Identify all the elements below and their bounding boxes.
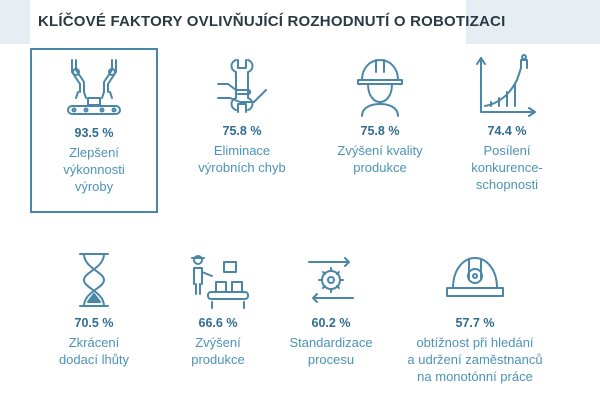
factor-tile: 70.5 % Zkrácení dodací lhůty bbox=[30, 240, 158, 400]
factor-value: 60.2 % bbox=[311, 316, 351, 330]
hourglass-icon bbox=[79, 253, 109, 307]
growth-chart-climber-icon bbox=[476, 54, 536, 117]
header-accent-left bbox=[0, 0, 30, 44]
factor-label: Zvýšení kvality produkce bbox=[337, 143, 423, 175]
factor-label: Standardizace procesu bbox=[289, 335, 373, 367]
factor-label: obtížnost při hledání a udržení zaměstna… bbox=[407, 335, 543, 384]
header-accent-right bbox=[466, 0, 600, 44]
factor-label: Zkrácení dodací lhůty bbox=[58, 335, 130, 367]
factor-tile: 66.6 % Zvýšení produkce bbox=[154, 240, 282, 400]
factor-value: 75.8 % bbox=[222, 124, 262, 138]
factor-tile: 57.7 % obtížnost při hledání a udržení z… bbox=[385, 240, 565, 400]
factor-value: 57.7 % bbox=[455, 316, 495, 330]
factor-tile: 75.8 % Eliminace výrobních chyb bbox=[178, 48, 306, 213]
factor-value: 74.4 % bbox=[487, 124, 527, 138]
factor-tile: 75.8 % Zvýšení kvality produkce bbox=[316, 48, 444, 213]
factor-value: 75.8 % bbox=[360, 124, 400, 138]
factor-tile: 60.2 % Standardizace procesu bbox=[267, 240, 395, 400]
factor-label: Eliminace výrobních chyb bbox=[198, 143, 286, 175]
factor-label: Posílení konkurence- schopnosti bbox=[471, 143, 543, 192]
page-title: KLÍČOVÉ FAKTORY OVLIVŇUJÍCÍ ROZHODNUTÍ O… bbox=[38, 13, 506, 30]
hardhat-worker-icon bbox=[357, 59, 403, 117]
gear-cycle-arrows-icon bbox=[308, 257, 354, 303]
worker-conveyor-boxes-icon bbox=[191, 255, 249, 309]
factor-tile: 93.5 % Zlepšení výkonnosti výroby bbox=[30, 48, 158, 213]
factor-label: Zvýšení produkce bbox=[191, 335, 245, 367]
factor-value: 70.5 % bbox=[74, 316, 114, 330]
factor-label: Zlepšení výkonnosti výroby bbox=[63, 145, 125, 194]
wrench-hand-icon bbox=[217, 59, 267, 113]
hardhat-icon bbox=[446, 257, 504, 297]
header: KLÍČOVÉ FAKTORY OVLIVŇUJÍCÍ ROZHODNUTÍ O… bbox=[0, 0, 600, 44]
factor-value: 93.5 % bbox=[74, 126, 114, 140]
robot-arms-conveyor-icon bbox=[67, 59, 121, 115]
factor-tile: 74.4 % Posílení konkurence- schopnosti bbox=[443, 48, 571, 213]
factor-value: 66.6 % bbox=[198, 316, 238, 330]
